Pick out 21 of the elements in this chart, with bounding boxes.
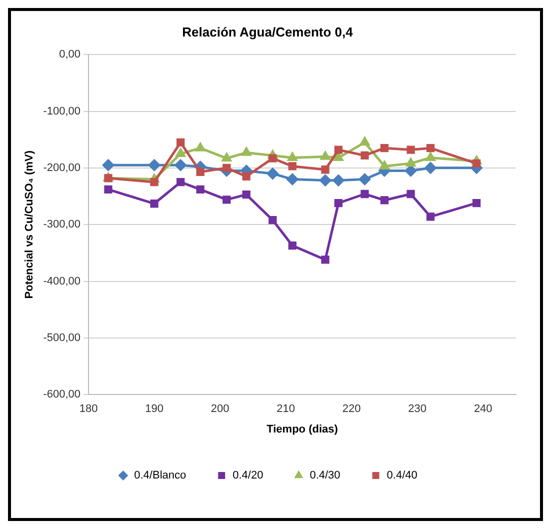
x-tick-label: 220 [342, 403, 361, 416]
x-tick-label: 190 [145, 403, 164, 416]
x-tick-label: 240 [474, 403, 492, 416]
x-tick-label: 230 [408, 403, 427, 416]
y-tick-label: -500,00 [43, 332, 81, 344]
x-tick-label: 200 [210, 403, 230, 416]
x-tick-label: 210 [276, 403, 295, 416]
y-tick-label: 0,00 [59, 48, 81, 61]
x-axis-title: Tiempo (dias) [266, 423, 338, 436]
legend-label: 0.4/20 [232, 470, 264, 482]
chart-title: Relación Agua/Cemento 0,4 [182, 24, 354, 40]
x-tick-label: 180 [79, 403, 98, 416]
y-tick-label: -100,00 [43, 105, 81, 118]
legend-label: 0.4/40 [386, 470, 418, 482]
y-tick-label: -200,00 [43, 162, 81, 174]
legend-label: 0.4/30 [310, 470, 340, 482]
legend-label: 0.4/Blanco [134, 470, 186, 482]
y-tick-label: -400,00 [43, 275, 81, 288]
y-tick-label: -600,00 [43, 388, 81, 401]
y-axis-title: Potencial vs Cu/CuSO₄ (mV) [24, 150, 36, 299]
y-tick-label: -300,00 [43, 218, 81, 231]
